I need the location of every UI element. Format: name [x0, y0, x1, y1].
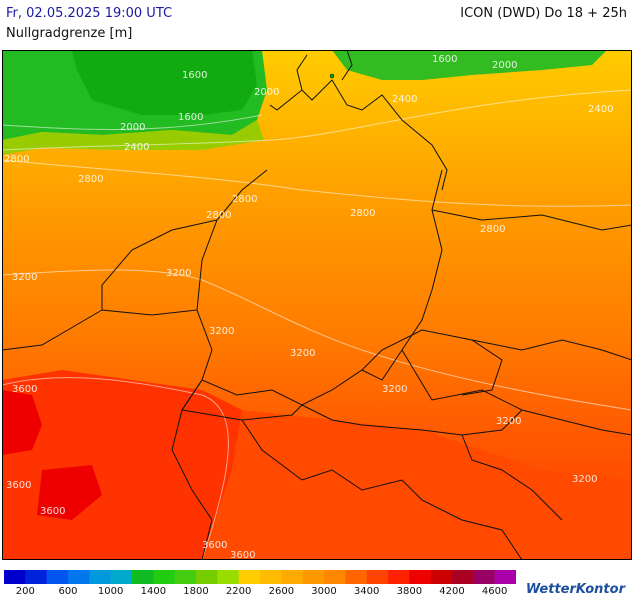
- legend-swatch: [110, 570, 133, 584]
- legend-swatch: [302, 570, 325, 584]
- contour-label: 1600: [182, 70, 207, 81]
- border-italy: [241, 419, 523, 560]
- legend-swatch: [494, 570, 516, 584]
- contour-label: 3200: [12, 272, 37, 283]
- legend-swatch: [366, 570, 389, 584]
- legend-swatch: [409, 570, 431, 584]
- parameter-label: Nullgradgrenze [m]: [6, 26, 133, 41]
- border-benelux: [101, 219, 218, 316]
- border-poland: [431, 209, 632, 361]
- legend-swatch: [452, 570, 474, 584]
- legend-swatch: [196, 570, 218, 584]
- legend-swatch: [281, 570, 303, 584]
- legend-swatch: [46, 570, 69, 584]
- legend-tick-label: 200: [15, 586, 35, 597]
- contour-label: 2800: [232, 194, 257, 205]
- legend-swatch: [238, 570, 261, 584]
- contour-label: 2800: [4, 154, 29, 165]
- legend-swatch: [68, 570, 90, 584]
- contour-label: 2800: [206, 210, 231, 221]
- map-frame: [2, 50, 632, 560]
- contour-label: 3200: [382, 384, 407, 395]
- contour-label: 3200: [572, 474, 597, 485]
- green-region-ne: [332, 50, 607, 80]
- contour-label: 2400: [392, 94, 417, 105]
- legend-swatch: [132, 570, 154, 584]
- legend-swatch: [388, 570, 410, 584]
- contour-label: 2400: [588, 104, 613, 115]
- isoline-2800: [2, 159, 632, 207]
- color-legend: [4, 570, 516, 584]
- contour-label: 3200: [496, 416, 521, 427]
- legend-tick-label: 3000: [311, 586, 337, 597]
- legend-tick-label: 1400: [140, 586, 167, 597]
- legend-tick-label: 4600: [481, 586, 508, 597]
- isoline-3600: [2, 377, 229, 560]
- contour-label: 3600: [12, 384, 37, 395]
- isoline-2000: [2, 114, 263, 130]
- yellow-green-band: [2, 120, 264, 155]
- legend-swatch: [4, 570, 26, 584]
- border-hungary: [521, 409, 632, 436]
- brand-logo: WetterKontor: [525, 582, 625, 597]
- model-run-label: ICON (DWD) Do 18 + 25h: [460, 6, 627, 21]
- legend-swatch: [153, 570, 175, 584]
- legend-swatch: [89, 570, 111, 584]
- contour-label: 1600: [432, 54, 457, 65]
- contour-label: 3200: [209, 326, 234, 337]
- legend-swatch: [473, 570, 495, 584]
- legend-tick-label: 3400: [353, 586, 380, 597]
- legend-tick-label: 3800: [396, 586, 423, 597]
- green-region-nw-inner: [72, 50, 257, 115]
- legend-tick-label: 2600: [268, 586, 295, 597]
- contour-label: 3200: [290, 348, 315, 359]
- coast-denmark: [296, 50, 353, 91]
- contour-label: 3600: [40, 506, 65, 517]
- coastline: [269, 79, 448, 191]
- contour-label: 2400: [124, 142, 149, 153]
- legend-swatch: [25, 570, 47, 584]
- legend-tick-label: 2200: [225, 586, 252, 597]
- contour-label: 3600: [6, 480, 31, 491]
- legend-swatch: [430, 570, 453, 584]
- datetime-label: Fr, 02.05.2025 19:00 UTC: [6, 6, 173, 21]
- legend-tick-label: 1000: [97, 586, 124, 597]
- legend-swatch: [260, 570, 282, 584]
- contour-label: 1600: [178, 112, 203, 123]
- legend-swatch: [345, 570, 367, 584]
- contour-label: 2000: [254, 87, 279, 98]
- map-marker: [329, 73, 335, 79]
- border-slovenia-croatia: [461, 434, 563, 521]
- contour-label: 2000: [120, 122, 145, 133]
- legend-swatch: [217, 570, 239, 584]
- red-orange-region-s: [202, 410, 632, 560]
- border-austria: [301, 349, 523, 436]
- contour-label: 2800: [480, 224, 505, 235]
- contour-label: 3600: [202, 540, 227, 551]
- contour-label: 2800: [350, 208, 375, 219]
- deep-red-region-2: [37, 465, 102, 520]
- contour-label: 2000: [492, 60, 517, 71]
- legend-tick-label: 4200: [439, 586, 465, 597]
- legend-tick-label: 600: [58, 586, 78, 597]
- red-region-sw: [2, 370, 242, 560]
- legend-tick-label: 1800: [183, 586, 209, 597]
- isoline-2400: [2, 89, 632, 151]
- contour-label: 3600: [230, 550, 255, 560]
- contour-label: 3200: [166, 268, 191, 279]
- deep-red-region: [2, 390, 42, 455]
- freezing-level-map: 1600 1600 1600 2000 2000 2000 2400 2400 …: [2, 50, 632, 560]
- contour-label: 2800: [78, 174, 103, 185]
- legend-swatch: [324, 570, 346, 584]
- legend-swatch: [174, 570, 197, 584]
